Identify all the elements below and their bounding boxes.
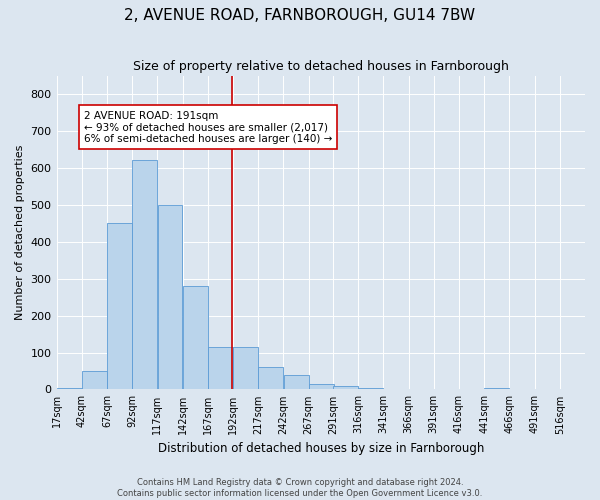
Bar [133, 160, 157, 390]
Bar [233, 347, 258, 390]
Bar [259, 368, 283, 390]
Bar [183, 286, 208, 390]
Bar [158, 205, 182, 390]
Y-axis label: Number of detached properties: Number of detached properties [15, 145, 25, 320]
Bar [107, 224, 132, 390]
Bar [333, 386, 358, 390]
Bar [284, 374, 308, 390]
Text: 2, AVENUE ROAD, FARNBOROUGH, GU14 7BW: 2, AVENUE ROAD, FARNBOROUGH, GU14 7BW [124, 8, 476, 22]
Bar [82, 371, 107, 390]
Title: Size of property relative to detached houses in Farnborough: Size of property relative to detached ho… [133, 60, 509, 73]
Bar [309, 384, 334, 390]
Bar [484, 388, 509, 390]
Text: 2 AVENUE ROAD: 191sqm
← 93% of detached houses are smaller (2,017)
6% of semi-de: 2 AVENUE ROAD: 191sqm ← 93% of detached … [84, 110, 332, 144]
Bar [358, 388, 383, 390]
X-axis label: Distribution of detached houses by size in Farnborough: Distribution of detached houses by size … [158, 442, 484, 455]
Bar [208, 347, 233, 390]
Text: Contains HM Land Registry data © Crown copyright and database right 2024.
Contai: Contains HM Land Registry data © Crown c… [118, 478, 482, 498]
Bar [56, 388, 82, 390]
